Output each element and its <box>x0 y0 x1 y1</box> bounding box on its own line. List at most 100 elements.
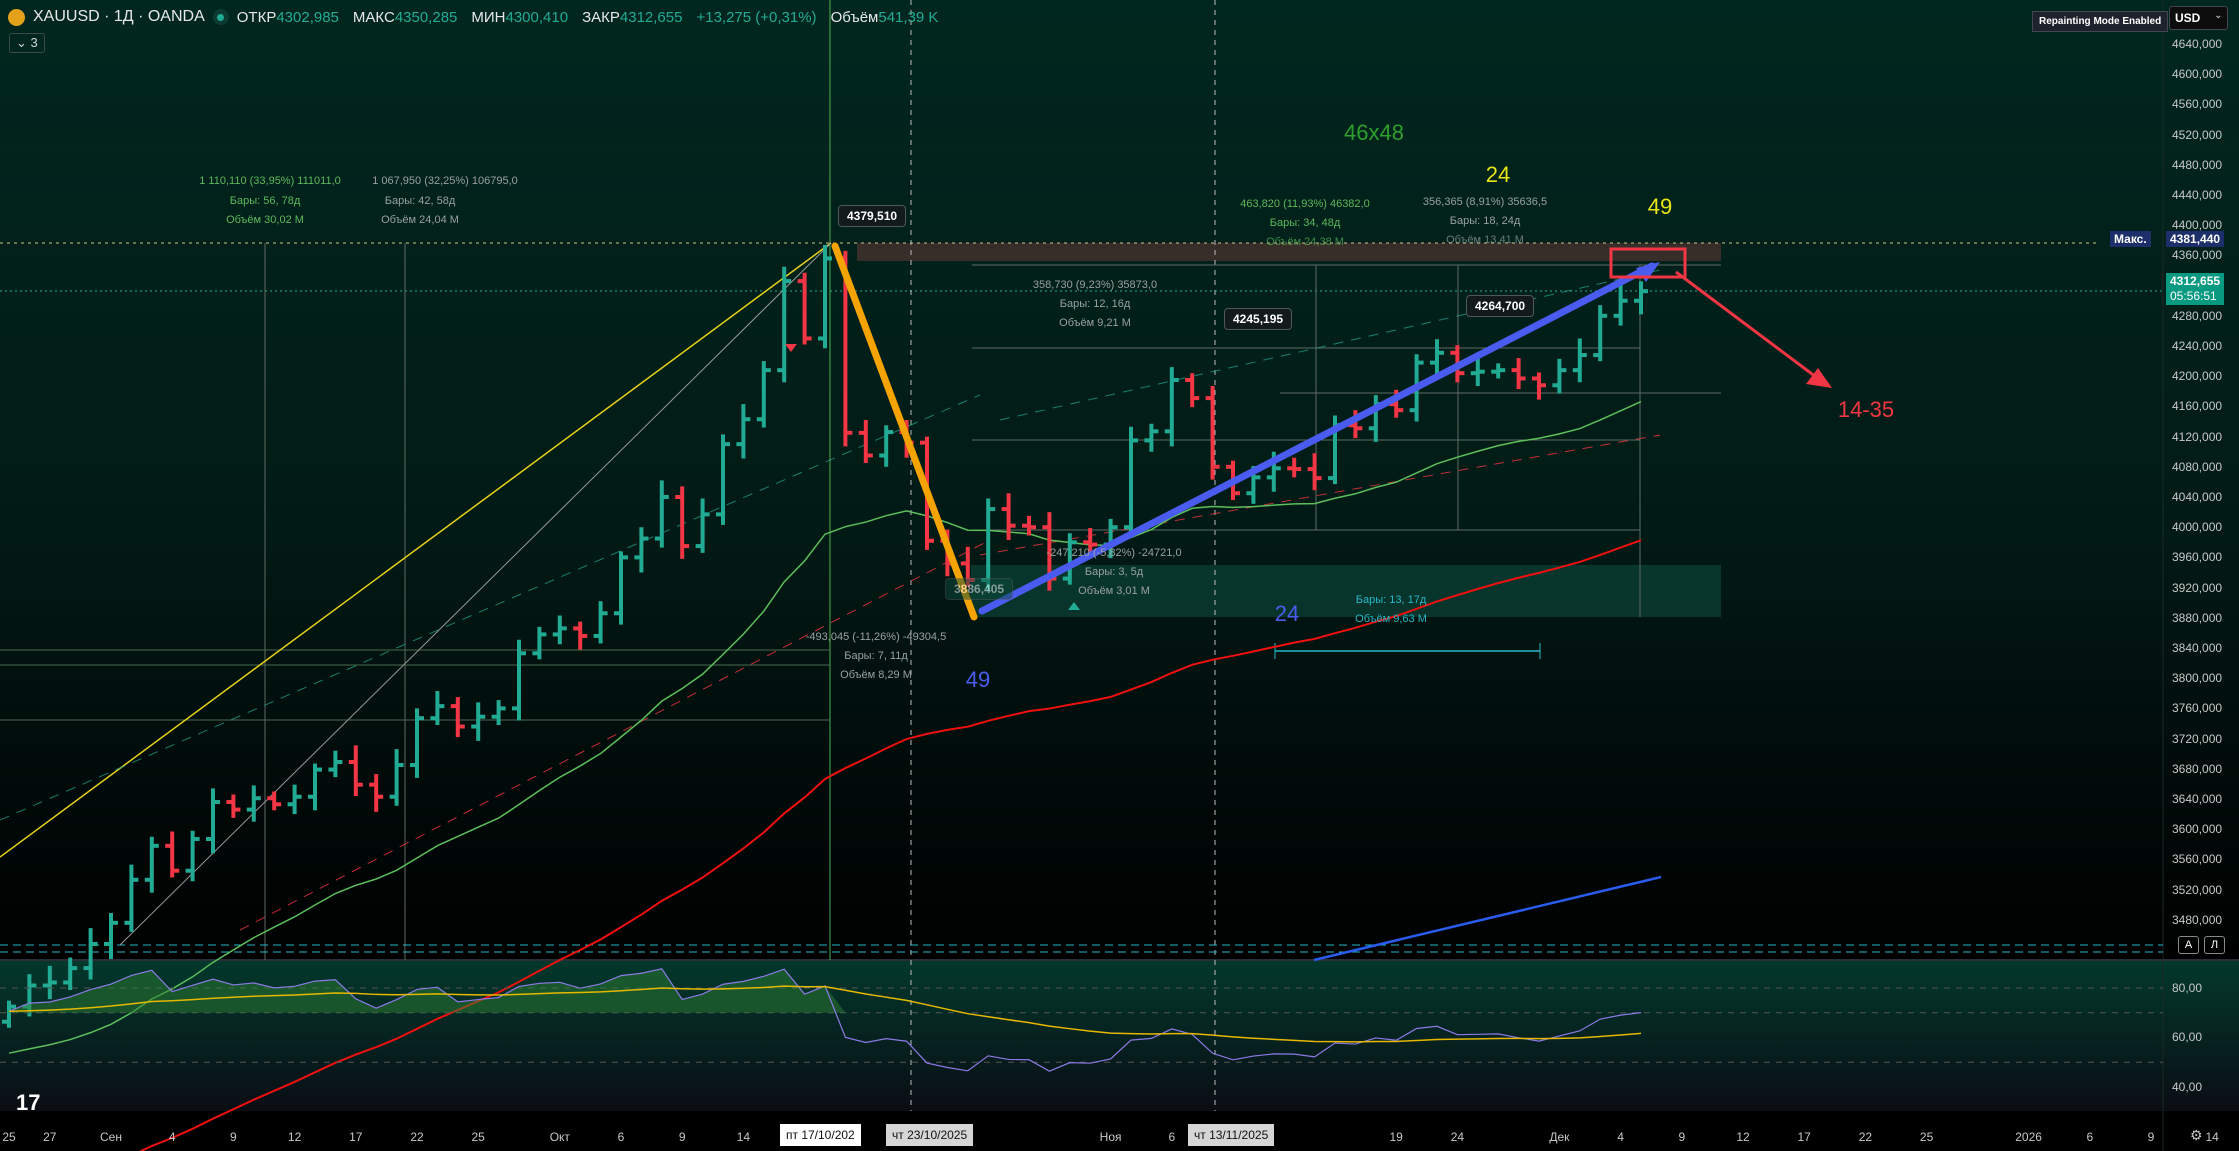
date-tick: 9 <box>1678 1130 1686 1144</box>
measure-text: Бары: 12, 16д <box>1059 298 1131 310</box>
candle <box>552 615 567 645</box>
date-tick: 25 <box>1919 1130 1934 1144</box>
trend-line-blue <box>978 262 1656 615</box>
candle <box>42 965 57 1000</box>
candle <box>63 957 78 991</box>
candles <box>2 244 1648 1028</box>
candle <box>206 788 220 854</box>
price-tick: 3640,000 <box>2172 792 2223 806</box>
chevron-down-icon: ⌄ <box>2214 10 2222 20</box>
close-value: 4312,655 <box>619 8 683 26</box>
foreground-drawings <box>785 242 1832 962</box>
candle <box>226 794 241 818</box>
ma-red-line <box>138 539 1642 1151</box>
date-tick: Сен <box>100 1130 122 1144</box>
price-tick: 4440,000 <box>2172 188 2223 202</box>
forecast-arrow <box>1675 270 1821 382</box>
date-tick: 14 <box>2205 1130 2219 1144</box>
bar-countdown: 05:56:51 <box>2170 289 2217 303</box>
text-annotation[interactable]: 49 <box>965 667 991 692</box>
log-scale-button[interactable]: Л <box>2204 936 2225 954</box>
high-label: МАКС <box>352 8 395 26</box>
measure-text: Бары: 34, 48д <box>1269 217 1341 229</box>
open-value: 4302,985 <box>276 8 339 26</box>
price-tick: 3760,000 <box>2172 701 2223 716</box>
auto-scale-button[interactable]: A <box>2178 936 2199 954</box>
date-tick: 22 <box>410 1130 424 1144</box>
max-price-tag: 4381,440 <box>2166 231 2225 247</box>
price-tick: 4000,000 <box>2172 520 2223 535</box>
candle <box>593 601 608 644</box>
volume-label: Объём <box>830 8 879 26</box>
candle <box>1124 426 1138 535</box>
indicators-collapse-button[interactable]: ⌄ 3 <box>9 33 45 53</box>
candle <box>1532 372 1546 400</box>
date-tick: 2026 <box>2015 1130 2042 1144</box>
price-tick: 3840,000 <box>2172 641 2223 655</box>
price-tick: 3680,000 <box>2172 761 2223 776</box>
rsi-pane <box>0 961 2239 1111</box>
price-tick: 3960,000 <box>2172 550 2223 565</box>
candle <box>879 425 894 467</box>
currency-select[interactable]: USD ⌄ <box>2169 6 2228 30</box>
price-label[interactable]: 4264,700 <box>1466 295 1535 317</box>
text-annotation[interactable]: 46x48 <box>1344 120 1404 145</box>
rsi-ma-line <box>8 985 1642 1043</box>
symbol-title[interactable]: XAUUSD · 1Д · OANDA <box>33 8 205 25</box>
moving-averages <box>8 400 1642 1151</box>
high-value: 4350,285 <box>394 8 458 26</box>
price-tick: 3800,000 <box>2172 671 2223 686</box>
volume-group: Объём541,39 K <box>831 9 945 26</box>
date-tick: Дек <box>1549 1130 1570 1144</box>
candle <box>185 830 200 882</box>
candle <box>654 480 669 548</box>
channel-line <box>979 434 1661 556</box>
date-tick: 6 <box>617 1130 625 1144</box>
background-drawings <box>0 0 2163 1111</box>
high-group: МАКС4350,285 <box>353 9 463 26</box>
price-tick: 3480,000 <box>2172 912 2223 927</box>
price-label[interactable]: 4379,510 <box>838 205 907 227</box>
candle <box>797 272 812 345</box>
main-pane <box>0 0 2239 960</box>
settings-icon[interactable]: ⚙ <box>2190 1127 2203 1143</box>
low-group: МИН4300,410 <box>471 9 574 26</box>
text-annotation[interactable]: 49 <box>1647 194 1673 219</box>
symbol-header: XAUUSD · 1Д · OANDA ОТКР4302,985 МАКС435… <box>8 8 944 26</box>
open-label: ОТКР <box>236 8 277 26</box>
date-tick: 9 <box>678 1130 686 1144</box>
price-label[interactable]: 4245,195 <box>1224 308 1293 330</box>
measure-text: Бары: 18, 24д <box>1449 215 1521 227</box>
price-tick: 4040,000 <box>2172 490 2223 504</box>
text-annotation[interactable]: 14-35 <box>1837 397 1895 422</box>
candle <box>1022 515 1036 536</box>
date-tick: 9 <box>230 1130 237 1144</box>
price-tick: 4480,000 <box>2172 157 2223 172</box>
channel-line <box>239 539 991 931</box>
price-label[interactable]: 3886,405 <box>945 578 1014 600</box>
date-tick: Окт <box>549 1130 570 1144</box>
candle <box>1185 373 1200 408</box>
candle <box>410 708 424 778</box>
candle <box>1511 358 1526 390</box>
price-tick: 4080,000 <box>2172 459 2223 474</box>
candle <box>532 626 547 660</box>
crosshair-date-2: чт 23/10/2025 <box>886 1124 974 1146</box>
candle <box>614 551 628 625</box>
low-label: МИН <box>471 8 506 26</box>
last-price-tag: 4312,655 05:56:51 <box>2166 273 2225 305</box>
candle <box>1552 358 1567 394</box>
rsi-overbought-fill <box>0 968 1641 1013</box>
date-tick: 27 <box>43 1130 57 1144</box>
candle <box>818 244 832 349</box>
measure-text: Объём 9,21 M <box>1059 317 1131 329</box>
text-annotation[interactable]: 24 <box>1485 162 1511 187</box>
text-annotation[interactable]: 24 <box>1274 601 1300 626</box>
price-tick: 3880,000 <box>2172 610 2223 625</box>
measure-text: Объём 24,38 M <box>1266 236 1344 248</box>
candle <box>634 527 649 573</box>
candle <box>512 639 526 721</box>
candle <box>777 266 792 383</box>
candle <box>328 750 343 778</box>
